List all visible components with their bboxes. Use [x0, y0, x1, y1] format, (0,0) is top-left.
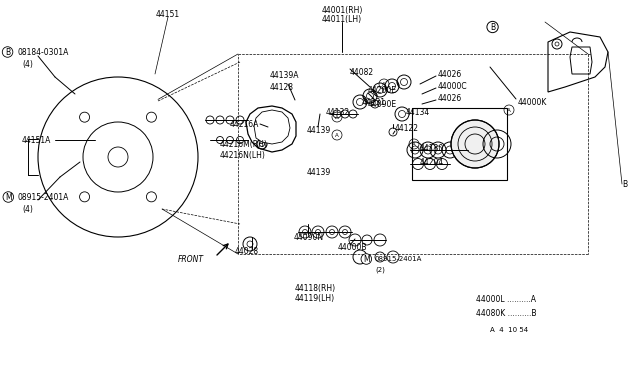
Text: (4): (4): [22, 205, 33, 214]
Text: 44000C: 44000C: [438, 81, 468, 90]
Text: 44026: 44026: [438, 93, 462, 103]
Text: 44028: 44028: [235, 247, 259, 257]
Text: 44151A: 44151A: [22, 135, 51, 144]
Text: 44216A: 44216A: [230, 119, 259, 128]
Text: 44128: 44128: [270, 83, 294, 92]
Text: FRONT: FRONT: [178, 256, 204, 264]
Text: 08915-2401A: 08915-2401A: [375, 256, 422, 262]
Text: 44139A: 44139A: [270, 71, 300, 80]
Text: 44001(RH): 44001(RH): [322, 6, 364, 15]
Text: 44200E: 44200E: [368, 86, 397, 94]
Text: 44119(LH): 44119(LH): [295, 295, 335, 304]
Text: 44151: 44151: [156, 10, 180, 19]
Text: B: B: [490, 22, 495, 32]
Text: (4): (4): [22, 60, 33, 68]
Text: 44216M(RH): 44216M(RH): [220, 140, 268, 148]
Text: 44131: 44131: [362, 97, 386, 106]
Text: A: A: [412, 141, 416, 147]
Text: 08915-2401A: 08915-2401A: [17, 192, 68, 202]
Circle shape: [451, 120, 499, 168]
Text: B: B: [623, 180, 628, 189]
Text: 44134: 44134: [406, 108, 430, 116]
Text: 44011(LH): 44011(LH): [322, 15, 362, 23]
Text: 44026: 44026: [438, 70, 462, 78]
Text: 08184-0301A: 08184-0301A: [17, 48, 68, 57]
Text: 44122: 44122: [395, 124, 419, 132]
Text: M: M: [363, 254, 370, 263]
Text: 44090N: 44090N: [294, 232, 324, 241]
Text: A  4  10 54: A 4 10 54: [490, 327, 528, 333]
Text: 44216N(LH): 44216N(LH): [220, 151, 266, 160]
Text: A: A: [507, 108, 511, 112]
Text: 44132: 44132: [326, 108, 350, 116]
Text: 44139: 44139: [307, 167, 332, 176]
Text: A: A: [335, 132, 339, 138]
Text: A: A: [382, 81, 386, 87]
Text: (2): (2): [375, 267, 385, 273]
Text: B: B: [5, 48, 10, 57]
Text: 44130: 44130: [420, 144, 444, 153]
Text: 44090E: 44090E: [368, 99, 397, 109]
Text: 44000B: 44000B: [338, 244, 367, 253]
Text: 44000L ..........A: 44000L ..........A: [476, 295, 536, 305]
Polygon shape: [254, 110, 290, 144]
Text: M: M: [5, 192, 12, 202]
Text: 44082: 44082: [350, 67, 374, 77]
Text: 44204: 44204: [420, 157, 444, 167]
Text: 44000K: 44000K: [518, 97, 547, 106]
Text: 44118(RH): 44118(RH): [295, 283, 336, 292]
Bar: [412, 108, 507, 180]
Text: A: A: [335, 115, 339, 119]
Text: 44139: 44139: [307, 125, 332, 135]
Text: 44080K ..........B: 44080K ..........B: [476, 310, 536, 318]
